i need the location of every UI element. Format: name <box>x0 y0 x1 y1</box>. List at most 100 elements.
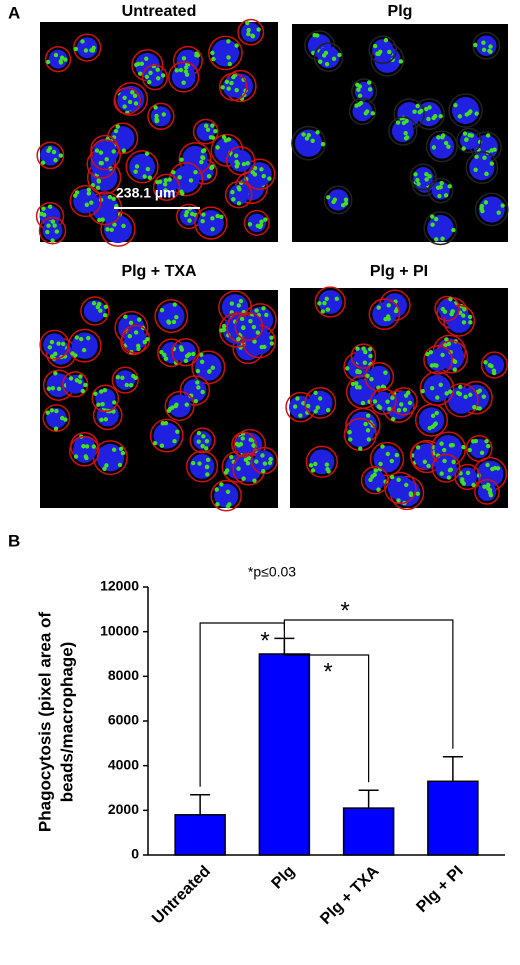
bead <box>489 161 494 166</box>
bead <box>111 409 116 414</box>
cell-membrane <box>149 418 184 453</box>
cell-nucleus <box>317 46 340 69</box>
bead <box>320 309 326 314</box>
bead <box>254 459 259 464</box>
bead <box>424 177 429 182</box>
bead <box>252 339 257 344</box>
bead <box>431 145 437 150</box>
bead <box>111 149 116 154</box>
cell-nucleus <box>73 188 98 214</box>
bead <box>234 441 240 447</box>
cell-membrane <box>89 139 122 171</box>
bead <box>321 53 327 58</box>
bead <box>369 376 374 382</box>
bead <box>396 477 401 483</box>
bead <box>227 61 232 67</box>
bead <box>324 462 330 467</box>
bead <box>354 381 359 386</box>
bead <box>440 352 445 358</box>
bead <box>161 112 166 117</box>
cell-membrane <box>305 445 338 478</box>
bead <box>426 116 431 122</box>
bead <box>73 193 78 198</box>
bead <box>195 368 201 374</box>
bead <box>385 451 391 457</box>
bead <box>200 148 206 154</box>
cell-nucleus <box>372 39 394 61</box>
cell-nucleus <box>72 439 97 463</box>
cell-membrane <box>218 72 248 102</box>
bead <box>375 51 380 56</box>
bead <box>230 189 235 195</box>
cell-membrane <box>348 97 377 126</box>
bead <box>120 375 125 381</box>
bead <box>264 312 269 318</box>
bead <box>102 466 107 471</box>
bead <box>225 489 231 495</box>
bead <box>471 482 476 488</box>
bead <box>380 444 385 449</box>
cell-nucleus <box>193 431 212 450</box>
bead <box>447 184 452 189</box>
bead <box>422 459 428 464</box>
bead <box>53 426 59 431</box>
bead <box>73 454 79 459</box>
cell-nucleus <box>429 134 455 159</box>
bead <box>312 32 317 38</box>
bead <box>446 341 452 347</box>
bead <box>96 402 101 407</box>
bead <box>233 153 239 158</box>
bead <box>363 421 368 427</box>
cell-nucleus <box>234 435 253 454</box>
bead <box>103 417 109 422</box>
bead <box>427 105 432 110</box>
cell-nucleus <box>318 290 343 314</box>
cell-membrane <box>113 87 141 115</box>
cell-nucleus <box>372 302 397 327</box>
bead <box>98 308 103 313</box>
bead <box>434 363 439 368</box>
x-tick-label: Plg + PI <box>413 863 466 916</box>
bead <box>452 367 457 372</box>
bead <box>481 47 487 53</box>
bead <box>489 148 494 153</box>
bead <box>200 389 205 395</box>
bead <box>415 103 420 109</box>
cell-membrane <box>465 151 499 185</box>
bead <box>53 351 58 357</box>
cell-membrane <box>168 61 200 93</box>
cell-membrane <box>472 31 501 60</box>
bead <box>457 391 463 397</box>
cell-membrane <box>388 116 418 146</box>
bead <box>343 201 349 206</box>
bead <box>197 461 202 466</box>
bead <box>385 314 391 319</box>
bead <box>262 344 267 350</box>
bead <box>481 40 486 45</box>
bead <box>261 173 266 179</box>
bead <box>260 453 265 458</box>
bead <box>372 43 378 49</box>
bead <box>306 403 311 409</box>
bead <box>389 474 395 480</box>
bead <box>362 360 368 365</box>
bead <box>383 370 388 375</box>
bead <box>450 309 455 314</box>
bead <box>86 191 92 196</box>
bead <box>268 456 273 462</box>
cell-nucleus <box>129 153 155 180</box>
bead <box>486 482 491 488</box>
bead <box>356 87 361 92</box>
cell-membrane <box>480 351 508 379</box>
bead <box>53 157 58 163</box>
bead <box>325 307 331 312</box>
bead <box>431 115 436 121</box>
bead <box>251 324 257 330</box>
bead <box>483 360 488 365</box>
bead <box>128 382 134 388</box>
cell-membrane <box>125 150 159 184</box>
bead <box>163 178 169 183</box>
bead <box>444 391 449 396</box>
cell-nucleus <box>211 39 240 67</box>
cell-membrane <box>474 478 500 505</box>
